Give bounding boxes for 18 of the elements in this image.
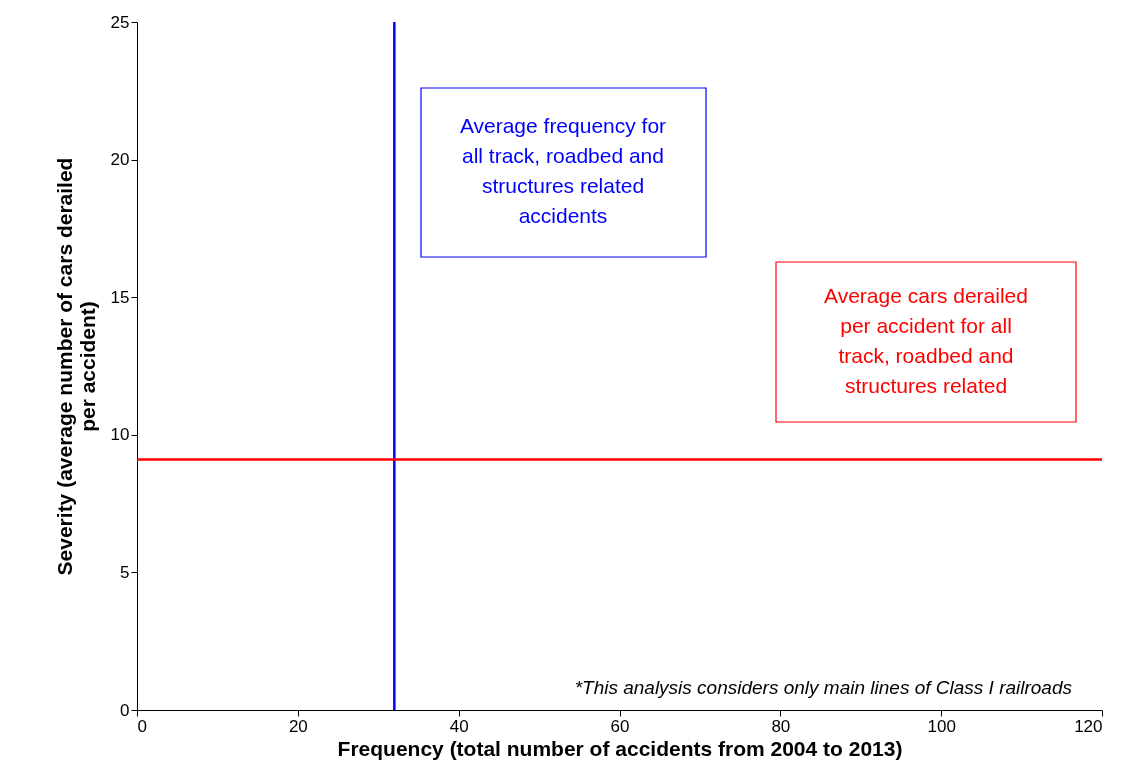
- x-tick-label: 0: [137, 716, 147, 736]
- y-tick-label: 10: [110, 425, 130, 445]
- x-axis-title: Frequency (total number of accidents from 2004 to 2013): [337, 736, 903, 760]
- ref-line-label: Average frequency for all track, roadbed and structures related accidents: [459, 114, 667, 227]
- x-tick-label: 120: [1074, 716, 1103, 736]
- y-axis-title: Severity (average number of cars derailed per accident): [52, 157, 99, 576]
- y-tick-label: 15: [110, 287, 130, 307]
- annotation: *This analysis considers only main lines of Class I railroads: [574, 677, 1073, 698]
- ref-line-label: Average cars derailed per accident for all track, roadbed and structures related: [824, 284, 1028, 397]
- x-tick-label: 100: [927, 716, 956, 736]
- y-tick-label: 20: [110, 150, 130, 170]
- x-tick-label: 80: [771, 716, 791, 736]
- x-tick-label: 20: [288, 716, 308, 736]
- x-tick-label: 40: [449, 716, 469, 736]
- x-tick-label: 60: [610, 716, 630, 736]
- y-tick-label: 5: [120, 562, 130, 582]
- y-tick-label: 0: [120, 700, 130, 720]
- y-tick-label: 25: [110, 12, 130, 32]
